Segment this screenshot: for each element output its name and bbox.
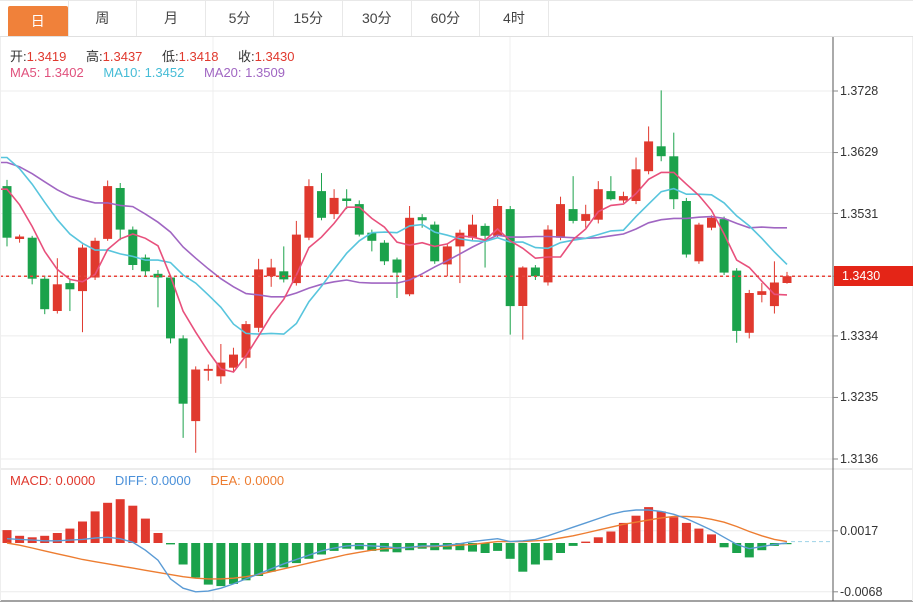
period-tabbar: 日 周 月 5分 15分 30分 60分 4时: [0, 1, 913, 37]
macd-readout: MACD: 0.0000 DIFF: 0.0000 DEA: 0.0000: [10, 473, 300, 488]
macd-label: MACD:: [10, 473, 52, 488]
price-axis-label-1: 1.3728: [840, 84, 879, 98]
dea-value: 0.0000: [244, 473, 285, 488]
ma10-value: 1.3452: [144, 65, 185, 80]
ma5-label: MA5:: [10, 65, 41, 80]
diff-label: DIFF:: [114, 473, 148, 488]
diff-value: 0.0000: [151, 473, 191, 488]
ma20-label: MA20:: [203, 65, 242, 80]
tab-month[interactable]: 月: [137, 1, 206, 36]
close-value: 1.3430: [254, 49, 295, 64]
ma20-value: 1.3509: [245, 65, 285, 80]
tab-60min[interactable]: 60分: [412, 1, 481, 36]
ma-readout: MA5: 1.3402 MA10: 1.3452 MA20: 1.3509: [10, 65, 301, 80]
price-axis-label-3: 1.3531: [840, 207, 879, 221]
macd-value: 0.0000: [55, 473, 96, 488]
tab-5min-label: 5分: [228, 10, 251, 26]
tab-4hour-label: 4时: [503, 10, 525, 26]
gridlines: [0, 37, 833, 601]
axis-tick-marks: [833, 90, 838, 593]
tab-day-label: 日: [8, 6, 68, 36]
ohlc-readout: 开:1.3419 高:1.3437 低:1.3418 收:1.3430: [10, 46, 310, 65]
low-value: 1.3418: [178, 49, 219, 64]
last-price-tag: 1.3430: [834, 266, 913, 286]
ma5-value: 1.3402: [43, 65, 84, 80]
price-axis-label-5: 1.3334: [840, 329, 879, 343]
open-label: 开:: [10, 49, 27, 64]
price-axis-label-6: 1.3235: [840, 390, 879, 404]
close-label: 收:: [238, 49, 255, 64]
price-axis-label-2: 1.3629: [840, 145, 879, 159]
high-value: 1.3437: [102, 49, 143, 64]
macd-histogram: [2, 499, 792, 587]
candlestick-series: [2, 90, 792, 453]
tab-30min-label: 30分: [361, 10, 392, 26]
macd-lines: [6, 509, 833, 593]
tab-60min-label: 60分: [430, 10, 461, 26]
tab-week-label: 周: [95, 10, 110, 26]
low-label: 低:: [162, 49, 179, 64]
macd-axis-label-1: 0.0017: [840, 524, 879, 538]
dea-label: DEA:: [210, 473, 241, 488]
ma-lines: [0, 156, 788, 373]
tab-30min[interactable]: 30分: [343, 1, 412, 36]
tab-15min-label: 15分: [293, 10, 323, 26]
price-axis-label-7: 1.3136: [840, 452, 879, 466]
high-label: 高:: [86, 49, 103, 64]
tab-4hour[interactable]: 4时: [480, 1, 549, 36]
macd-axis-label-2: -0.0068: [840, 585, 883, 599]
tab-5min[interactable]: 5分: [206, 1, 275, 36]
ma10-label: MA10:: [103, 65, 141, 80]
open-value: 1.3419: [26, 49, 67, 64]
tab-week[interactable]: 周: [69, 1, 138, 36]
tab-15min[interactable]: 15分: [274, 1, 343, 36]
tab-month-label: 月: [163, 10, 178, 26]
tab-day[interactable]: 日: [0, 1, 69, 36]
